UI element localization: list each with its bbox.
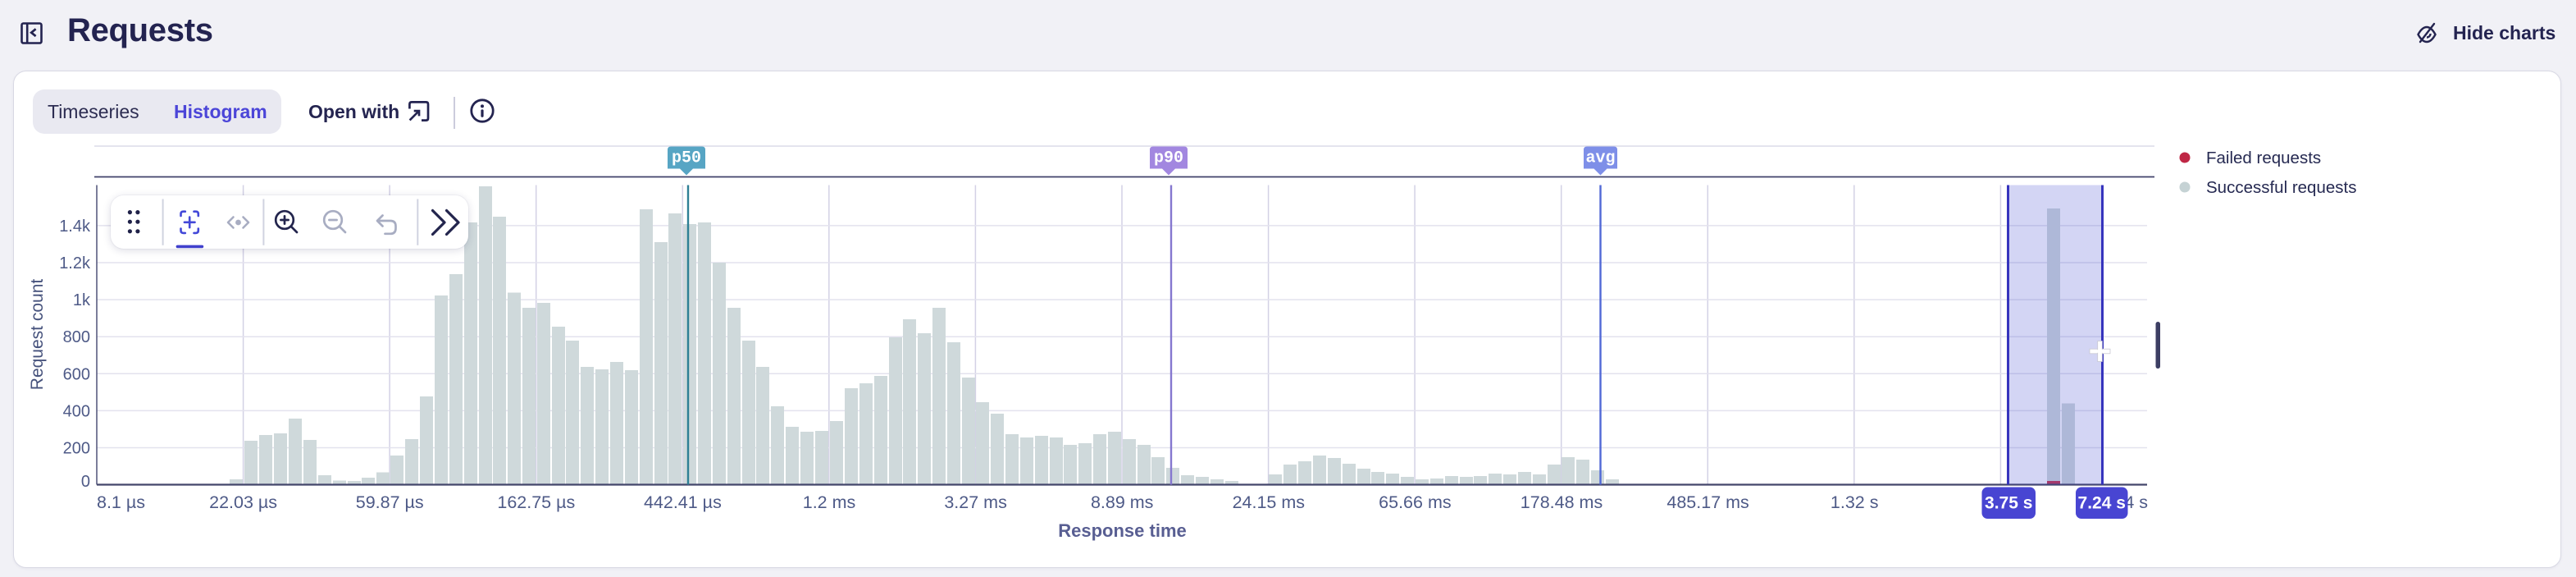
svg-text:1k: 1k [73, 291, 91, 309]
svg-text:3.27 ms: 3.27 ms [944, 492, 1006, 512]
svg-text:1.2 ms: 1.2 ms [803, 492, 856, 512]
svg-text:1.32 s: 1.32 s [1831, 492, 1879, 512]
svg-text:Successful requests: Successful requests [2206, 178, 2356, 197]
svg-text:p90: p90 [1154, 149, 1183, 168]
svg-text:200: 200 [63, 440, 90, 458]
svg-text:65.66 ms: 65.66 ms [1379, 492, 1451, 512]
svg-text:600: 600 [63, 365, 90, 383]
svg-text:4 s: 4 s [2124, 492, 2148, 512]
svg-text:Response time: Response time [1058, 520, 1187, 541]
svg-text:162.75 µs: 162.75 µs [497, 492, 575, 512]
svg-text:59.87 µs: 59.87 µs [356, 492, 424, 512]
svg-text:400: 400 [63, 402, 90, 420]
svg-text:485.17 ms: 485.17 ms [1666, 492, 1748, 512]
svg-text:800: 800 [63, 328, 90, 346]
svg-text:1.2k: 1.2k [59, 254, 91, 272]
svg-text:178.48 ms: 178.48 ms [1521, 492, 1603, 512]
svg-text:22.03 µs: 22.03 µs [209, 492, 277, 512]
svg-text:1.4k: 1.4k [59, 218, 91, 236]
svg-text:Failed requests: Failed requests [2206, 149, 2321, 167]
svg-text:24.15 ms: 24.15 ms [1233, 492, 1305, 512]
svg-text:3.75 s: 3.75 s [1985, 494, 2032, 513]
svg-text:0: 0 [81, 473, 90, 491]
svg-text:Request count: Request count [28, 279, 47, 391]
svg-text:7.24 s: 7.24 s [2078, 494, 2126, 513]
svg-text:442.41 µs: 442.41 µs [644, 492, 722, 512]
svg-text:8.1 µs: 8.1 µs [97, 492, 145, 512]
svg-text:8.89 ms: 8.89 ms [1091, 492, 1153, 512]
svg-text:p50: p50 [672, 149, 701, 168]
svg-text:avg: avg [1585, 149, 1615, 168]
